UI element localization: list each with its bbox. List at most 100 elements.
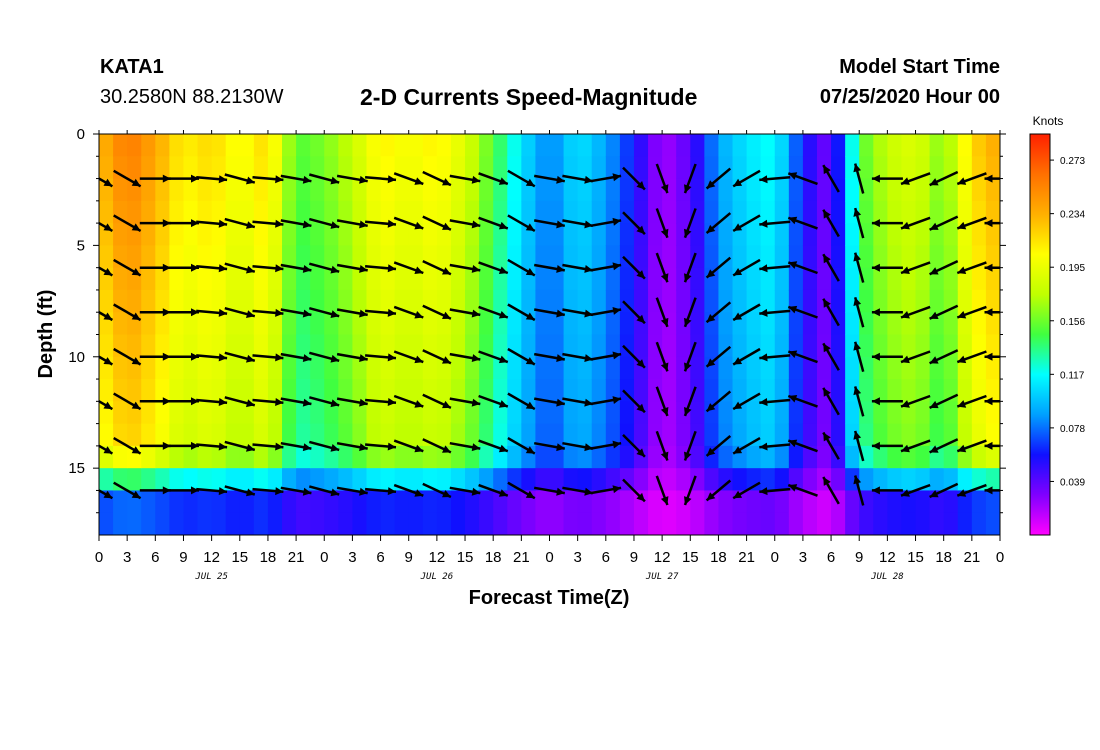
heat-cell [465,312,480,336]
heat-cell [633,289,649,313]
heat-cell [408,156,424,180]
heat-cell [296,312,311,336]
heat-cell [887,134,903,157]
heat-cell [746,223,762,246]
heat-cell [380,334,396,358]
vector-head [706,447,716,456]
vector-head [191,263,199,272]
heat-cell [549,512,565,535]
vector-head [525,268,535,276]
current-vector [622,478,646,503]
heat-cell [718,267,734,291]
heat-cell [802,178,818,202]
vector-head [302,354,312,362]
heat-cell [155,401,170,425]
heat-cell [577,445,593,469]
vector-head [162,486,171,495]
heat-cell [380,134,396,157]
current-vector [507,347,536,366]
vector-head [275,219,284,228]
current-vector [871,219,903,228]
vector-head [733,401,743,410]
heat-cell [929,156,945,180]
vector-head [957,489,967,497]
heat-cell [605,223,621,246]
heat-cell [901,289,917,313]
heat-cell [408,334,424,358]
x-axis-label: Forecast Time(Z) [469,587,630,609]
heat-cell [746,423,762,447]
heat-cell [225,267,241,291]
vector-head [929,178,939,186]
heat-cell [479,512,494,535]
heat-cell [310,379,325,402]
heat-cell [971,356,987,380]
vector-head [246,488,255,497]
heat-cell [141,156,156,180]
current-vector [507,481,536,500]
vector-head [471,175,481,184]
heat-cell [718,356,734,380]
vector-head [556,265,565,273]
heat-cell [704,423,720,447]
heat-cell [845,178,860,202]
vector-head [929,222,939,230]
current-vector [822,476,840,505]
heat-cell [113,490,128,514]
heat-cell [831,156,846,180]
colorbar-tick-label: 0.117 [1060,370,1085,381]
heat-cell [380,356,396,380]
heat-cell [563,223,579,246]
vector-head [612,485,622,494]
vector-head [302,487,312,496]
heat-cell [563,445,579,469]
heat-cell [436,379,452,402]
heat-cell [169,289,185,313]
heat-cell [859,200,874,224]
heat-cell [802,512,818,535]
heat-cell [366,512,382,535]
heat-cell [619,356,635,380]
heat-cell [549,356,565,380]
current-vector [336,174,368,184]
vector-head [929,267,939,275]
heat-cell [127,245,142,269]
heat-cell [267,379,283,402]
heat-cell [802,490,818,514]
heat-cell [718,200,734,224]
heat-cell [394,223,410,246]
heat-cell [422,512,438,535]
heat-cell [704,245,720,269]
vector-head [853,252,862,262]
heat-cell [380,178,396,202]
heat-cell [183,468,199,492]
vector-head [636,225,645,235]
current-vector [705,256,732,279]
heat-cell [760,312,776,336]
heat-cell [605,379,621,402]
heat-cell [718,490,734,514]
current-vector [759,264,791,273]
heat-cell [690,356,705,380]
current-vector [655,430,669,461]
heat-cell [380,223,396,246]
vector-head [660,228,669,238]
heat-cell [774,468,790,492]
heat-cell [296,401,311,425]
current-vector [113,258,142,277]
vector-head [275,308,284,317]
current-vector [224,440,256,452]
current-vector [139,219,171,228]
colorbar-tick-label: 0.078 [1060,424,1085,435]
heat-cell [704,200,720,224]
heat-cell [141,490,156,514]
heat-cell [535,134,551,157]
vector-head [103,268,113,276]
heat-cell [929,134,945,157]
current-vector [900,350,931,364]
x-tick-label: 3 [348,549,356,566]
vector-head [733,223,743,231]
current-vector [759,219,791,228]
vector-head [359,398,368,407]
heat-cell [352,223,368,246]
